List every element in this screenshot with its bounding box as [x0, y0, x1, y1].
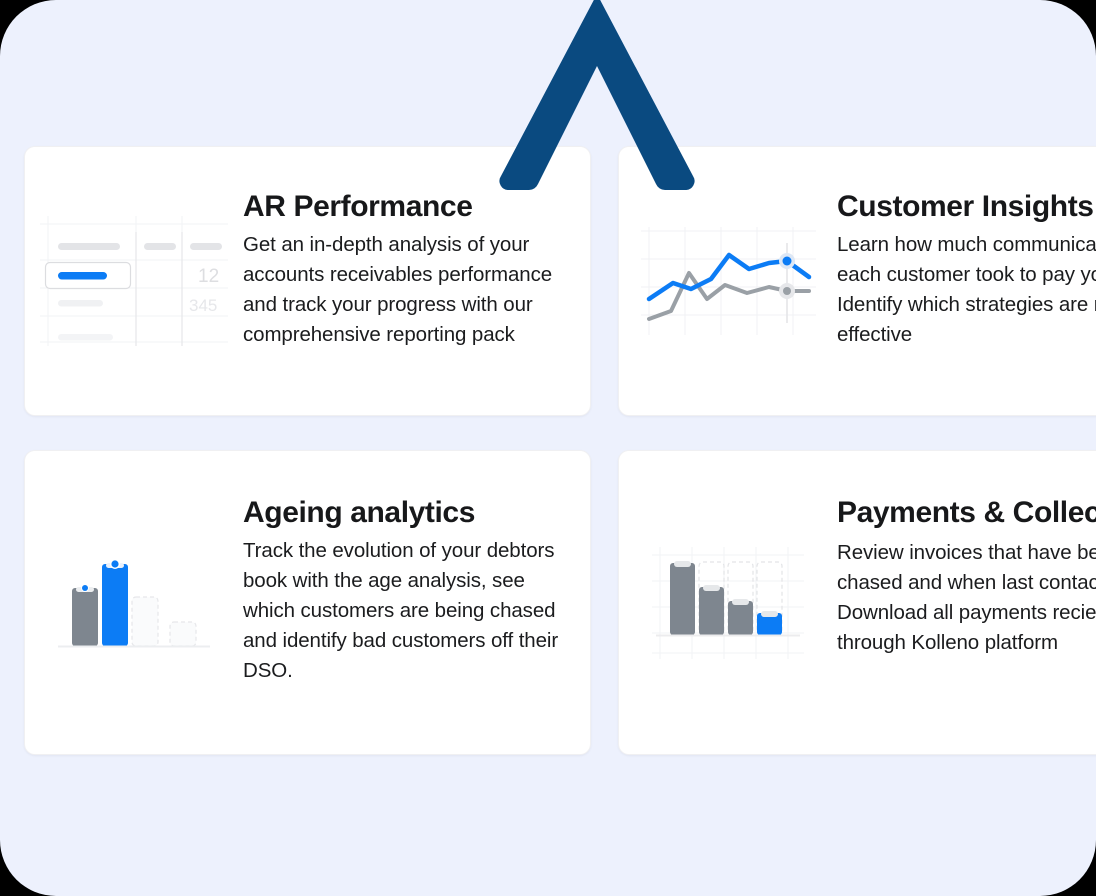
line-chart-marker-grey [782, 287, 791, 295]
bar-grey-1 [670, 562, 695, 635]
card-title: AR Performance [243, 190, 473, 223]
card-customer-insights[interactable]: Customer Insights Learn how much communi… [618, 146, 1096, 416]
line-chart-gridlines [640, 227, 816, 335]
card-media-customer-insights [619, 227, 837, 335]
table-header-pill-1 [58, 243, 120, 250]
table-cell-value-1: 12 [198, 266, 219, 287]
bar-ghost-3 [727, 560, 754, 636]
bar-chart-payments-icon [652, 546, 804, 659]
card-description: Review invoices that have been chased an… [837, 541, 1096, 655]
card-description: Learn how much communication each custom… [837, 233, 1096, 347]
table-column-separators [135, 232, 183, 346]
card-media-ar-performance: 12 345 [25, 216, 243, 346]
bar-marker-1 [82, 585, 88, 591]
bar-marker-2 [111, 560, 119, 568]
card-media-payments-collections [619, 546, 837, 659]
bar-cap-1 [674, 560, 691, 567]
feature-card-grid: 12 345 AR Performance Get an in-depth an… [24, 146, 1096, 755]
card-title: Customer Insights [837, 190, 1094, 223]
table-header-pill-3 [190, 243, 222, 250]
card-body-ar-performance: AR Performance Get an in-depth analysis … [243, 147, 590, 350]
card-body-customer-insights: Customer Insights Learn how much communi… [837, 147, 1096, 350]
bar-ghost-3 [131, 596, 159, 647]
card-payments-collections[interactable]: Payments & Collections Review invoices t… [618, 450, 1096, 755]
bar-grey-2 [699, 586, 724, 635]
bar-chart-ageing-icon [58, 559, 210, 648]
card-media-ageing-analytics [25, 550, 243, 655]
card-ar-performance[interactable]: 12 345 AR Performance Get an in-depth an… [24, 146, 591, 416]
line-chart-icon [640, 227, 816, 335]
bar-blue-4 [757, 612, 782, 635]
bar-cap-3 [732, 598, 749, 605]
bar-ghost-4 [169, 621, 197, 647]
bar-cap-4 [761, 610, 778, 617]
card-title: Payments & Collections [837, 496, 1096, 529]
card-description: Get an in-depth analysis of your account… [243, 233, 553, 347]
card-title: Ageing analytics [243, 496, 476, 529]
bar-cap-2 [703, 584, 720, 591]
table-cell-value-2: 345 [189, 296, 217, 315]
card-ageing-analytics[interactable]: Ageing analytics Track the evolution of … [24, 450, 591, 755]
card-description: Track the evolution of your debtors book… [243, 539, 559, 683]
card-body-payments-collections: Payments & Collections Review invoices t… [837, 451, 1096, 658]
table-header-pill-2 [144, 243, 176, 250]
bar-ghost-4 [756, 560, 783, 636]
bar-grey-3 [728, 600, 753, 635]
bar-blue-2 [102, 564, 128, 646]
line-chart-marker-blue [782, 256, 791, 266]
table-grid-icon: 12 345 [40, 216, 228, 346]
card-body-ageing-analytics: Ageing analytics Track the evolution of … [243, 451, 590, 686]
table-row4-pill [58, 334, 113, 341]
table-selected-row-pill [58, 272, 107, 280]
bar-grey-1 [72, 588, 98, 646]
table-row3-pill [58, 300, 103, 307]
